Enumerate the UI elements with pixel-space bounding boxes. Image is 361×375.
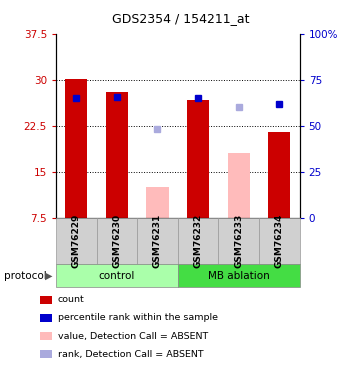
Bar: [227, 153, 250, 218]
Bar: [268, 132, 291, 218]
Text: value, Detection Call = ABSENT: value, Detection Call = ABSENT: [58, 332, 208, 340]
Text: MB ablation: MB ablation: [208, 271, 270, 280]
Text: GSM76234: GSM76234: [275, 214, 284, 268]
Text: GSM76231: GSM76231: [153, 214, 162, 268]
Bar: [187, 100, 209, 218]
Text: GDS2354 / 154211_at: GDS2354 / 154211_at: [112, 12, 249, 25]
Text: protocol: protocol: [4, 271, 46, 280]
Text: GSM76230: GSM76230: [112, 214, 121, 268]
Text: count: count: [58, 296, 84, 304]
Bar: [65, 79, 87, 218]
Text: GSM76233: GSM76233: [234, 214, 243, 268]
Text: ▶: ▶: [45, 271, 52, 280]
Text: rank, Detection Call = ABSENT: rank, Detection Call = ABSENT: [58, 350, 203, 358]
Bar: [146, 187, 169, 218]
Bar: [106, 92, 128, 218]
Text: percentile rank within the sample: percentile rank within the sample: [58, 314, 218, 322]
Text: control: control: [99, 271, 135, 280]
Text: GSM76232: GSM76232: [193, 214, 203, 268]
Text: GSM76229: GSM76229: [72, 214, 81, 268]
